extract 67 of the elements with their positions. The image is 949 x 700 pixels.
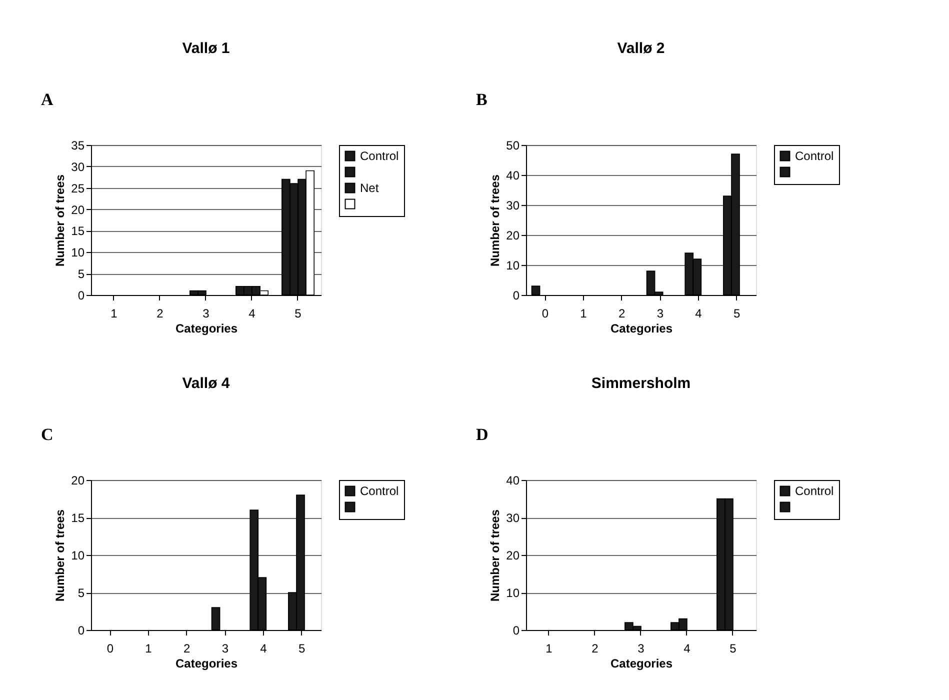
- x-tick-label: 1: [580, 306, 588, 320]
- chart-title: Vallø 1: [182, 40, 230, 57]
- x-tick-label: 1: [145, 642, 152, 656]
- x-tick-label: 1: [546, 642, 553, 656]
- y-tick-label: 10: [506, 586, 520, 600]
- x-tick-label: 2: [156, 306, 164, 320]
- x-tick-label: 4: [695, 306, 702, 320]
- text: A: [41, 90, 54, 109]
- x-tick-label: 5: [730, 642, 737, 656]
- x-axis-title: Categories: [175, 322, 238, 336]
- y-tick-label: 0: [78, 288, 85, 302]
- chart-title: Vallø 4: [182, 375, 230, 392]
- legend-label: Control: [360, 149, 399, 163]
- x-tick-label: 2: [592, 642, 599, 656]
- y-tick-label: 20: [506, 228, 520, 242]
- y-tick-label: 15: [71, 224, 85, 238]
- chart-title: Vallø 2: [617, 40, 665, 57]
- text: B: [476, 90, 488, 109]
- legend-label: Control: [795, 484, 834, 498]
- x-axis-title: Categories: [610, 322, 673, 336]
- x-tick-label: 3: [638, 642, 645, 656]
- y-tick-label: 30: [506, 198, 520, 212]
- legend-label: Control: [795, 149, 834, 163]
- y-tick-label: 5: [78, 267, 85, 282]
- y-tick-label: 15: [71, 511, 85, 525]
- x-axis-title: Categories: [610, 656, 673, 670]
- y-tick-label: 40: [506, 168, 520, 182]
- y-tick-label: 20: [506, 548, 520, 562]
- y-axis-title: Number of trees: [53, 174, 68, 267]
- y-tick-label: 0: [512, 624, 520, 638]
- y-tick-label: 10: [506, 258, 520, 272]
- x-tick-label: 3: [222, 642, 229, 656]
- y-tick-label: 10: [71, 246, 85, 260]
- legend-label: Control: [360, 484, 399, 498]
- y-axis-title: Number of trees: [488, 509, 502, 602]
- x-tick-label: 2: [618, 306, 626, 320]
- y-tick-label: 20: [71, 474, 85, 488]
- y-tick-label: 20: [71, 202, 85, 217]
- y-tick-label: 50: [506, 138, 520, 152]
- text: D: [476, 425, 488, 444]
- y-tick-label: 25: [71, 181, 85, 196]
- x-tick-label: 0: [106, 642, 114, 656]
- x-tick-label: 4: [684, 642, 691, 656]
- legend-label: Net: [360, 181, 380, 195]
- y-tick-label: 40: [506, 474, 520, 488]
- y-tick-label: 30: [71, 160, 85, 174]
- y-tick-label: 0: [78, 624, 85, 638]
- y-axis-title: Number of trees: [53, 509, 68, 602]
- y-tick-label: 0: [512, 288, 520, 302]
- x-tick-label: 1: [110, 306, 118, 320]
- text: C: [41, 425, 54, 444]
- x-tick-label: 4: [248, 306, 256, 320]
- y-axis-title: Number of trees: [488, 174, 502, 267]
- y-tick-label: 35: [71, 138, 85, 152]
- chart-title: Simmersholm: [591, 375, 691, 392]
- x-tick-label: 2: [183, 642, 190, 656]
- x-tick-label: 4: [260, 642, 268, 656]
- x-tick-label: 3: [656, 306, 664, 320]
- x-axis-title: Categories: [175, 656, 238, 670]
- y-tick-label: 30: [506, 511, 520, 525]
- x-tick-label: 3: [202, 306, 210, 320]
- x-tick-label: 5: [294, 306, 302, 320]
- x-tick-label: 5: [733, 306, 740, 320]
- y-tick-label: 10: [71, 548, 85, 562]
- x-tick-label: 5: [298, 642, 306, 656]
- y-tick-label: 5: [78, 586, 85, 600]
- x-tick-label: 0: [542, 306, 549, 320]
